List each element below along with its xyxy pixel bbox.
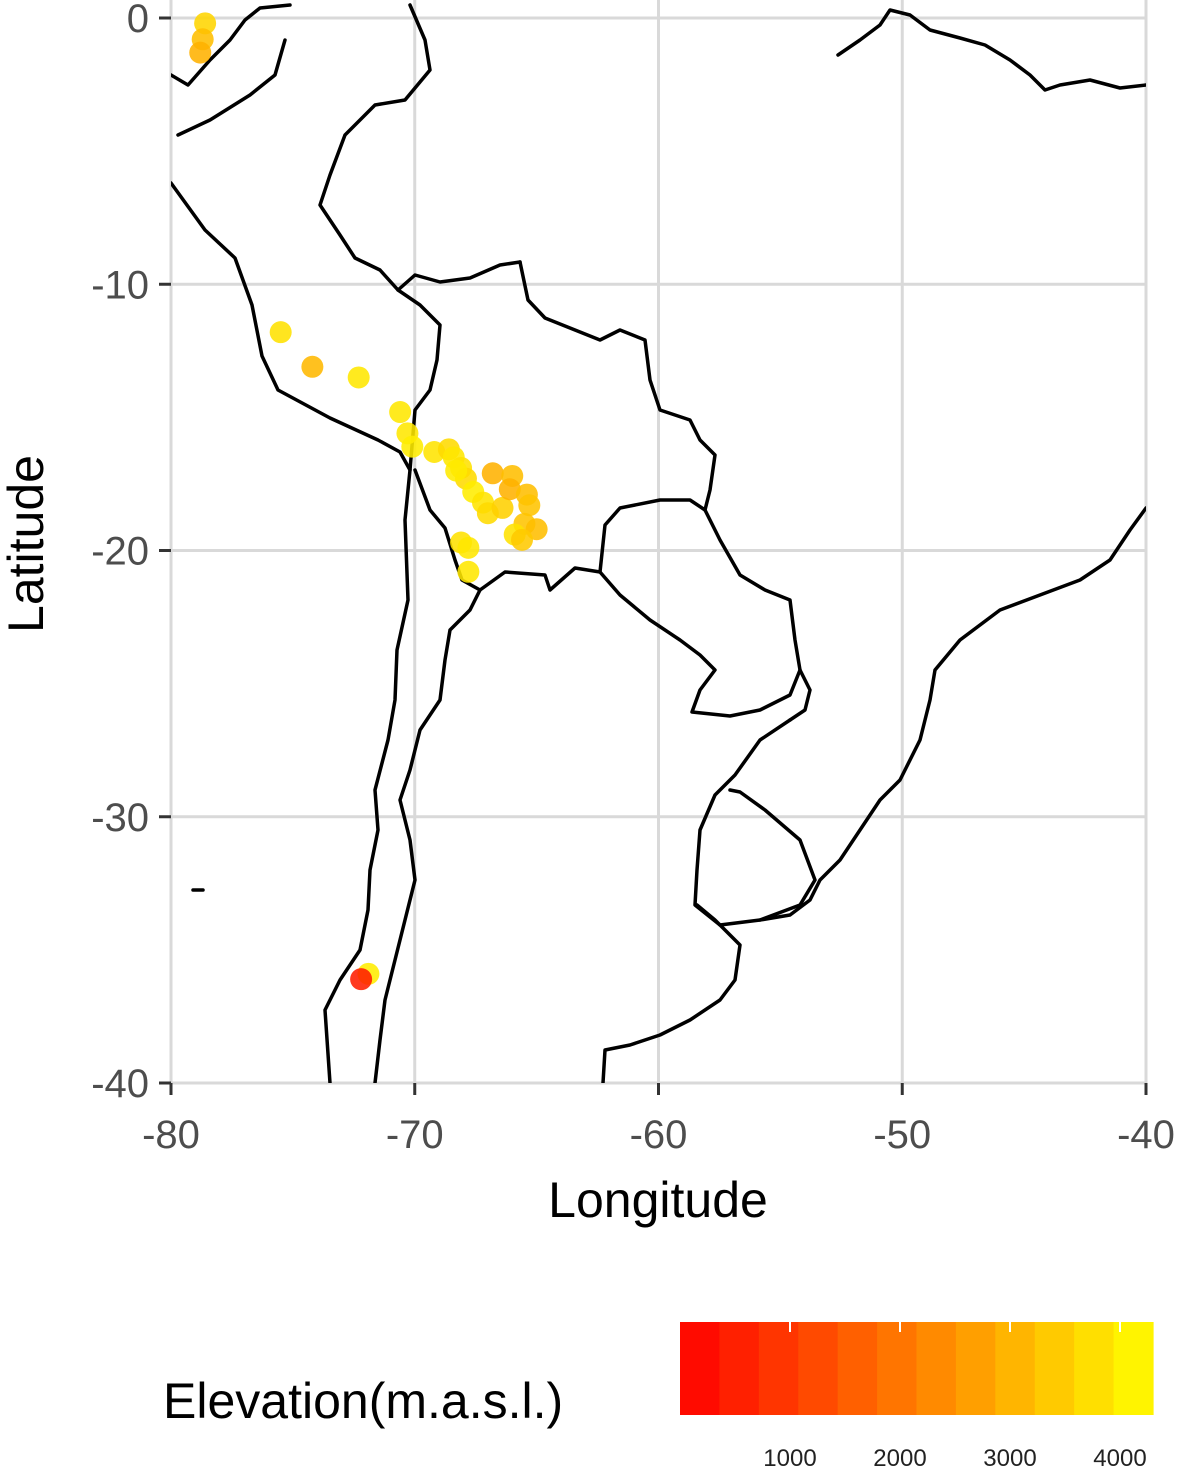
data-point — [518, 494, 541, 517]
gridlines — [169, 0, 1148, 1085]
data-point — [189, 41, 212, 64]
legend-color-step — [680, 1322, 721, 1415]
y-tick-label: -20 — [91, 530, 149, 574]
x-tick-label: -70 — [386, 1113, 444, 1157]
data-point — [401, 435, 424, 458]
legend-color-step — [995, 1322, 1036, 1415]
border-peru-bolivia-brazil — [396, 288, 442, 472]
legend-tick-label: 4000 — [1093, 1445, 1146, 1472]
legend-title: Elevation(m.a.s.l.) — [163, 1373, 563, 1429]
data-point — [389, 401, 412, 424]
border-paraguay — [598, 570, 812, 722]
legend-color-step — [877, 1322, 918, 1415]
x-tick-label: -60 — [630, 1113, 688, 1157]
x-axis-title: Longitude — [548, 1172, 768, 1228]
data-point — [511, 528, 533, 551]
legend-color-step — [1074, 1322, 1115, 1415]
data-point — [498, 478, 521, 501]
coastline-east — [758, 506, 1146, 922]
legend-color-step — [1034, 1322, 1075, 1415]
x-tick-label: -40 — [1117, 1113, 1175, 1157]
axes: -80 -70 -60 -50 -40 0 -10 -20 -30 -40 — [91, 0, 1175, 1157]
y-tick-label: -10 — [91, 263, 149, 307]
y-tick-label: 0 — [127, 0, 149, 41]
legend-color-step — [719, 1322, 760, 1415]
data-point — [301, 355, 324, 378]
border-uruguay — [693, 718, 817, 927]
border-bolivia-east — [478, 260, 717, 592]
data-point — [457, 536, 480, 559]
x-tick-label: -50 — [873, 1113, 931, 1157]
y-tick-label: -30 — [91, 796, 149, 840]
legend-tick-label: 1000 — [763, 1445, 816, 1472]
data-point — [445, 459, 468, 482]
legend-color-step — [916, 1322, 957, 1415]
data-point — [350, 968, 373, 991]
elevation-legend: 1000 2000 3000 4000 — [680, 1322, 1154, 1472]
x-tick-label: -80 — [142, 1113, 200, 1157]
legend-color-step — [798, 1322, 839, 1415]
legend-tick-label: 3000 — [983, 1445, 1036, 1472]
data-point — [481, 462, 504, 485]
coastline-rio-de-la-plata — [601, 903, 742, 1083]
border-ecuador — [176, 38, 287, 137]
coastline-west — [171, 181, 412, 1083]
y-tick-label: -40 — [91, 1062, 149, 1106]
y-axis-title: Latitude — [0, 455, 54, 633]
data-point — [269, 321, 292, 344]
coastline-northwest — [171, 3, 292, 87]
legend-color-step — [758, 1322, 799, 1415]
data-points — [189, 12, 548, 991]
data-point — [347, 366, 370, 389]
border-colombia-brazil — [318, 3, 522, 292]
legend-color-step — [1113, 1322, 1154, 1415]
data-point — [457, 560, 480, 583]
legend-tick-label: 2000 — [873, 1445, 926, 1472]
legend-color-step — [837, 1322, 878, 1415]
data-point — [491, 496, 514, 519]
coastline-guianas — [836, 8, 1146, 92]
border-brazil-argentina — [703, 508, 802, 672]
legend-color-step — [955, 1322, 996, 1415]
border-bolivia-chile-argentina — [373, 468, 482, 1083]
basemap-outlines — [171, 3, 1146, 1083]
